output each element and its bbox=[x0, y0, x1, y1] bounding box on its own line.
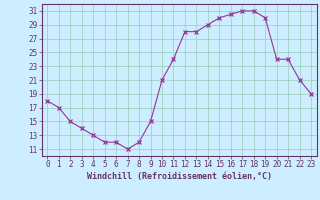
X-axis label: Windchill (Refroidissement éolien,°C): Windchill (Refroidissement éolien,°C) bbox=[87, 172, 272, 181]
